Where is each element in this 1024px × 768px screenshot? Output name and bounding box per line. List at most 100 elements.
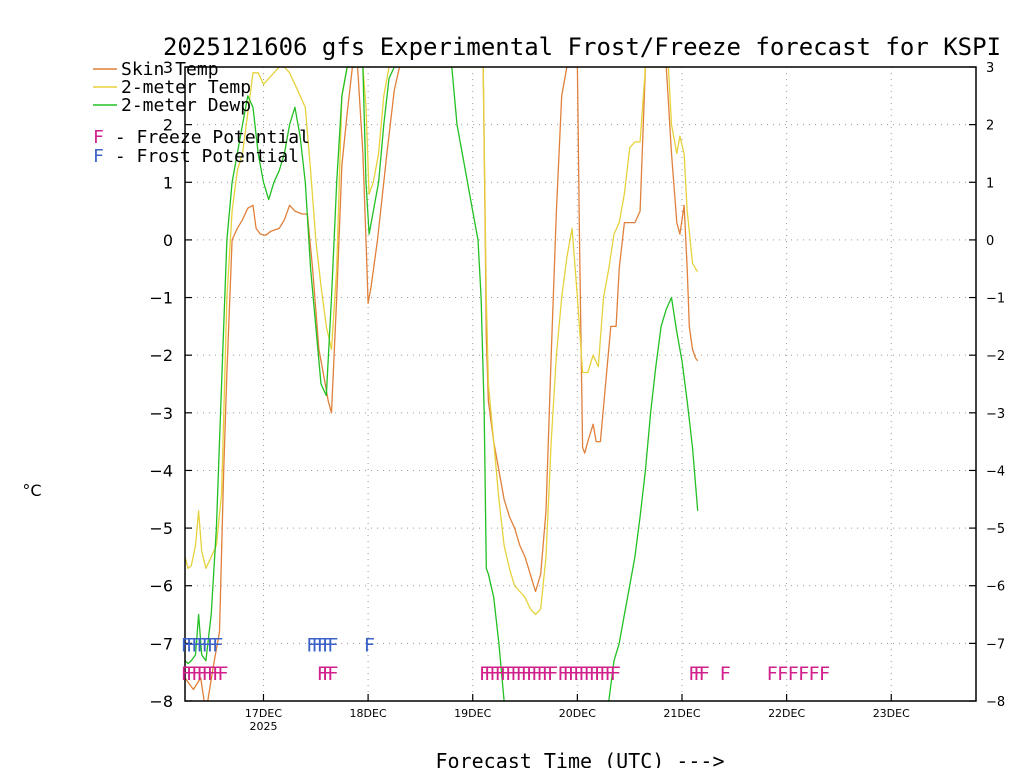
frost-flag: F <box>181 634 192 656</box>
x-tick-sublabel: 2025 <box>249 720 277 733</box>
skin-legend-label: Skin Temp <box>121 59 219 80</box>
freeze-legend-label: - Freeze Potential <box>104 127 310 148</box>
freeze-flag: F <box>479 663 490 685</box>
freeze-legend-glyph: F <box>93 127 104 148</box>
freeze-flag: F <box>600 663 611 685</box>
freeze-flag: F <box>589 663 600 685</box>
freeze-flag: F <box>798 663 809 685</box>
freeze-flag: F <box>809 663 820 685</box>
series-group <box>185 67 699 701</box>
freeze-flag: F <box>218 663 229 685</box>
freeze-flag: F <box>207 663 218 685</box>
x-axis-label: Forecast Time (UTC) ---> <box>436 749 725 768</box>
frost-flag: F <box>327 634 338 656</box>
y-tick-label: −6 <box>149 577 173 596</box>
x-tick-label: 19DEC <box>454 707 491 720</box>
freeze-flag: F <box>186 663 197 685</box>
x-tick-label: 17DEC <box>245 707 282 720</box>
frost-legend-glyph: F <box>93 146 104 167</box>
y-tick-label: 3 <box>163 58 173 77</box>
chart-title: 2025121606 gfs Experimental Frost/Freeze… <box>163 33 1001 61</box>
frost-flag: F <box>317 634 328 656</box>
frost-legend-label: - Frost Potential <box>104 146 299 167</box>
freeze-flag: F <box>191 663 202 685</box>
x-tick-label: 22DEC <box>768 707 805 720</box>
gridlines <box>185 67 976 701</box>
freeze-flag: F <box>720 663 731 685</box>
freeze-flag: F <box>495 663 506 685</box>
x-tick-label: 20DEC <box>559 707 596 720</box>
frost-flag: F <box>322 634 333 656</box>
y-tick-label: 3 <box>986 61 994 76</box>
y-tick-label: −4 <box>149 461 173 480</box>
y-tick-label: −4 <box>986 464 1005 479</box>
y-tick-label: 1 <box>986 176 994 191</box>
y-tick-label: −7 <box>986 637 1005 652</box>
y-tick-label: −7 <box>149 634 173 653</box>
freeze-flag: F <box>547 663 558 685</box>
y-tick-label: −8 <box>986 695 1005 710</box>
frost-flag: F <box>312 634 323 656</box>
skin-line <box>185 67 699 701</box>
freeze-flag: F <box>532 663 543 685</box>
freeze-flag: F <box>484 663 495 685</box>
freeze-flag: F <box>584 663 595 685</box>
freeze-flag: F <box>197 663 208 685</box>
frost-flag: F <box>197 634 208 656</box>
freeze-flag: F <box>490 663 501 685</box>
y-tick-label: −5 <box>986 522 1005 537</box>
frost-flag: F <box>186 634 197 656</box>
dewp2m-legend-label: 2-meter Dewp <box>121 95 251 116</box>
freeze-flag: F <box>610 663 621 685</box>
freeze-flag: F <box>579 663 590 685</box>
y-axis-left: −8 −7 −6 −5 −4 −3 −2 −1 0 1 2 3 <box>149 58 192 711</box>
freeze-flag: F <box>212 663 223 685</box>
y-tick-label: −2 <box>986 349 1005 364</box>
freeze-flag: F <box>181 663 192 685</box>
dewp2m-line <box>185 67 699 701</box>
y-axis-label: °C <box>22 481 41 500</box>
y-tick-label: −1 <box>149 289 173 308</box>
y-tick-label: 2 <box>163 116 173 135</box>
freeze-flag: F <box>322 663 333 685</box>
freeze-flag: F <box>688 663 699 685</box>
frost-flag: F <box>307 634 318 656</box>
freeze-flag: F <box>521 663 532 685</box>
temp2m-legend-label: 2-meter Temp <box>121 77 251 98</box>
y-tick-label: 1 <box>163 173 173 192</box>
freeze-flag: F <box>505 663 516 685</box>
freeze-flag: F <box>327 663 338 685</box>
freeze-flag: F <box>767 663 778 685</box>
freeze-flag: F <box>202 663 213 685</box>
x-tick-label: 23DEC <box>873 707 910 720</box>
freeze-flag: F <box>558 663 569 685</box>
freeze-flag: F <box>819 663 830 685</box>
freeze-flag: F <box>317 663 328 685</box>
y-tick-label: −8 <box>149 692 173 711</box>
freeze-flag: F <box>516 663 527 685</box>
plot-frame <box>184 66 977 702</box>
y-tick-label: 2 <box>986 119 994 134</box>
freeze-flag: F <box>537 663 548 685</box>
y-axis-right: −8 −7 −6 −5 −4 −3 −2 −1 0 1 2 3 <box>969 61 1005 710</box>
y-tick-label: −6 <box>986 580 1005 595</box>
freeze-flag: F <box>563 663 574 685</box>
freeze-flag: F <box>568 663 579 685</box>
freeze-flag: F <box>788 663 799 685</box>
y-tick-label: −3 <box>149 404 173 423</box>
frost-flag: F <box>364 634 375 656</box>
freeze-flag: F <box>699 663 710 685</box>
frost-flag: F <box>207 634 218 656</box>
frost-flag: F <box>202 634 213 656</box>
temp2m-line <box>185 67 699 616</box>
freeze-flag: F <box>605 663 616 685</box>
y-tick-label: 0 <box>163 231 173 250</box>
freeze-flag: F <box>573 663 584 685</box>
frost-flag: F <box>191 634 202 656</box>
x-tick-label: 18DEC <box>350 707 387 720</box>
y-tick-label: 0 <box>986 234 994 249</box>
freeze-flag: F <box>694 663 705 685</box>
